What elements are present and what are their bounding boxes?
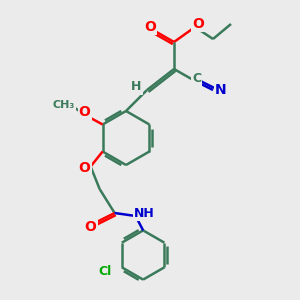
Text: CH₃: CH₃ [52, 100, 75, 110]
Text: N: N [215, 83, 226, 97]
Text: NH: NH [134, 207, 154, 220]
Text: H: H [131, 80, 142, 94]
Text: O: O [79, 105, 91, 119]
Text: O: O [192, 17, 204, 31]
Text: O: O [144, 20, 156, 34]
Text: C: C [192, 71, 201, 85]
Text: Cl: Cl [99, 265, 112, 278]
Text: O: O [85, 220, 97, 234]
Text: O: O [79, 161, 91, 175]
